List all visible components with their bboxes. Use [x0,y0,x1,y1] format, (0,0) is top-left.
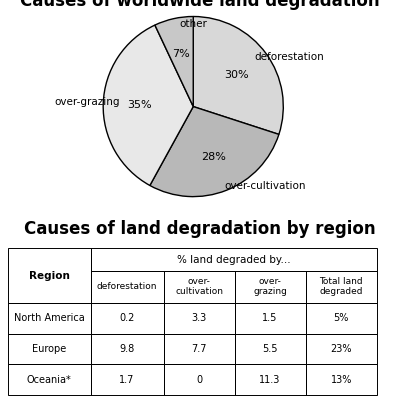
Bar [306,334,377,364]
Bar [90,364,164,395]
Bar [8,334,90,364]
Text: deforestation: deforestation [97,282,157,292]
Bar [8,303,90,334]
Wedge shape [155,16,193,106]
Bar [234,303,306,334]
Bar [8,248,90,303]
Text: 23%: 23% [330,344,352,354]
Text: 35%: 35% [127,100,152,110]
Bar [90,303,164,334]
Text: 7%: 7% [172,49,190,59]
Bar [234,334,306,364]
Bar [90,334,164,364]
Text: over-
grazing: over- grazing [253,278,287,296]
Text: 9.8: 9.8 [119,344,135,354]
Text: 11.3: 11.3 [260,375,281,385]
Text: Total land
degraded: Total land degraded [319,278,363,296]
Text: over-cultivation: over-cultivation [225,181,306,191]
Text: Region: Region [29,271,70,281]
Text: 5%: 5% [334,313,349,323]
Text: 3.3: 3.3 [192,313,207,323]
Text: 13%: 13% [330,375,352,385]
Text: 0: 0 [196,375,202,385]
Title: Causes of worldwide land degradation: Causes of worldwide land degradation [20,0,380,10]
Text: 5.5: 5.5 [262,344,278,354]
Text: 7.7: 7.7 [191,344,207,354]
Bar [234,364,306,395]
Bar [164,271,234,303]
Bar [306,271,377,303]
Wedge shape [193,16,283,134]
Text: Causes of land degradation by region: Causes of land degradation by region [24,220,376,238]
Text: other: other [179,19,207,29]
Text: 1.5: 1.5 [262,313,278,323]
Bar [234,271,306,303]
Bar [90,271,164,303]
Bar [164,334,234,364]
Bar [8,364,90,395]
Text: 28%: 28% [201,152,226,162]
Bar [306,364,377,395]
Text: 1.7: 1.7 [119,375,135,385]
Wedge shape [150,106,279,197]
Text: 30%: 30% [225,70,249,80]
Bar [306,303,377,334]
Text: deforestation: deforestation [254,52,324,62]
Text: Oceania*: Oceania* [27,375,72,385]
Text: 0.2: 0.2 [119,313,135,323]
Text: % land degraded by...: % land degraded by... [177,255,290,265]
Text: North America: North America [14,313,84,323]
Bar [164,364,234,395]
Wedge shape [103,25,193,186]
Text: over-grazing: over-grazing [54,97,119,107]
Bar [90,248,377,271]
Bar [164,303,234,334]
Text: Europe: Europe [32,344,66,354]
Text: over-
cultivation: over- cultivation [175,278,223,296]
